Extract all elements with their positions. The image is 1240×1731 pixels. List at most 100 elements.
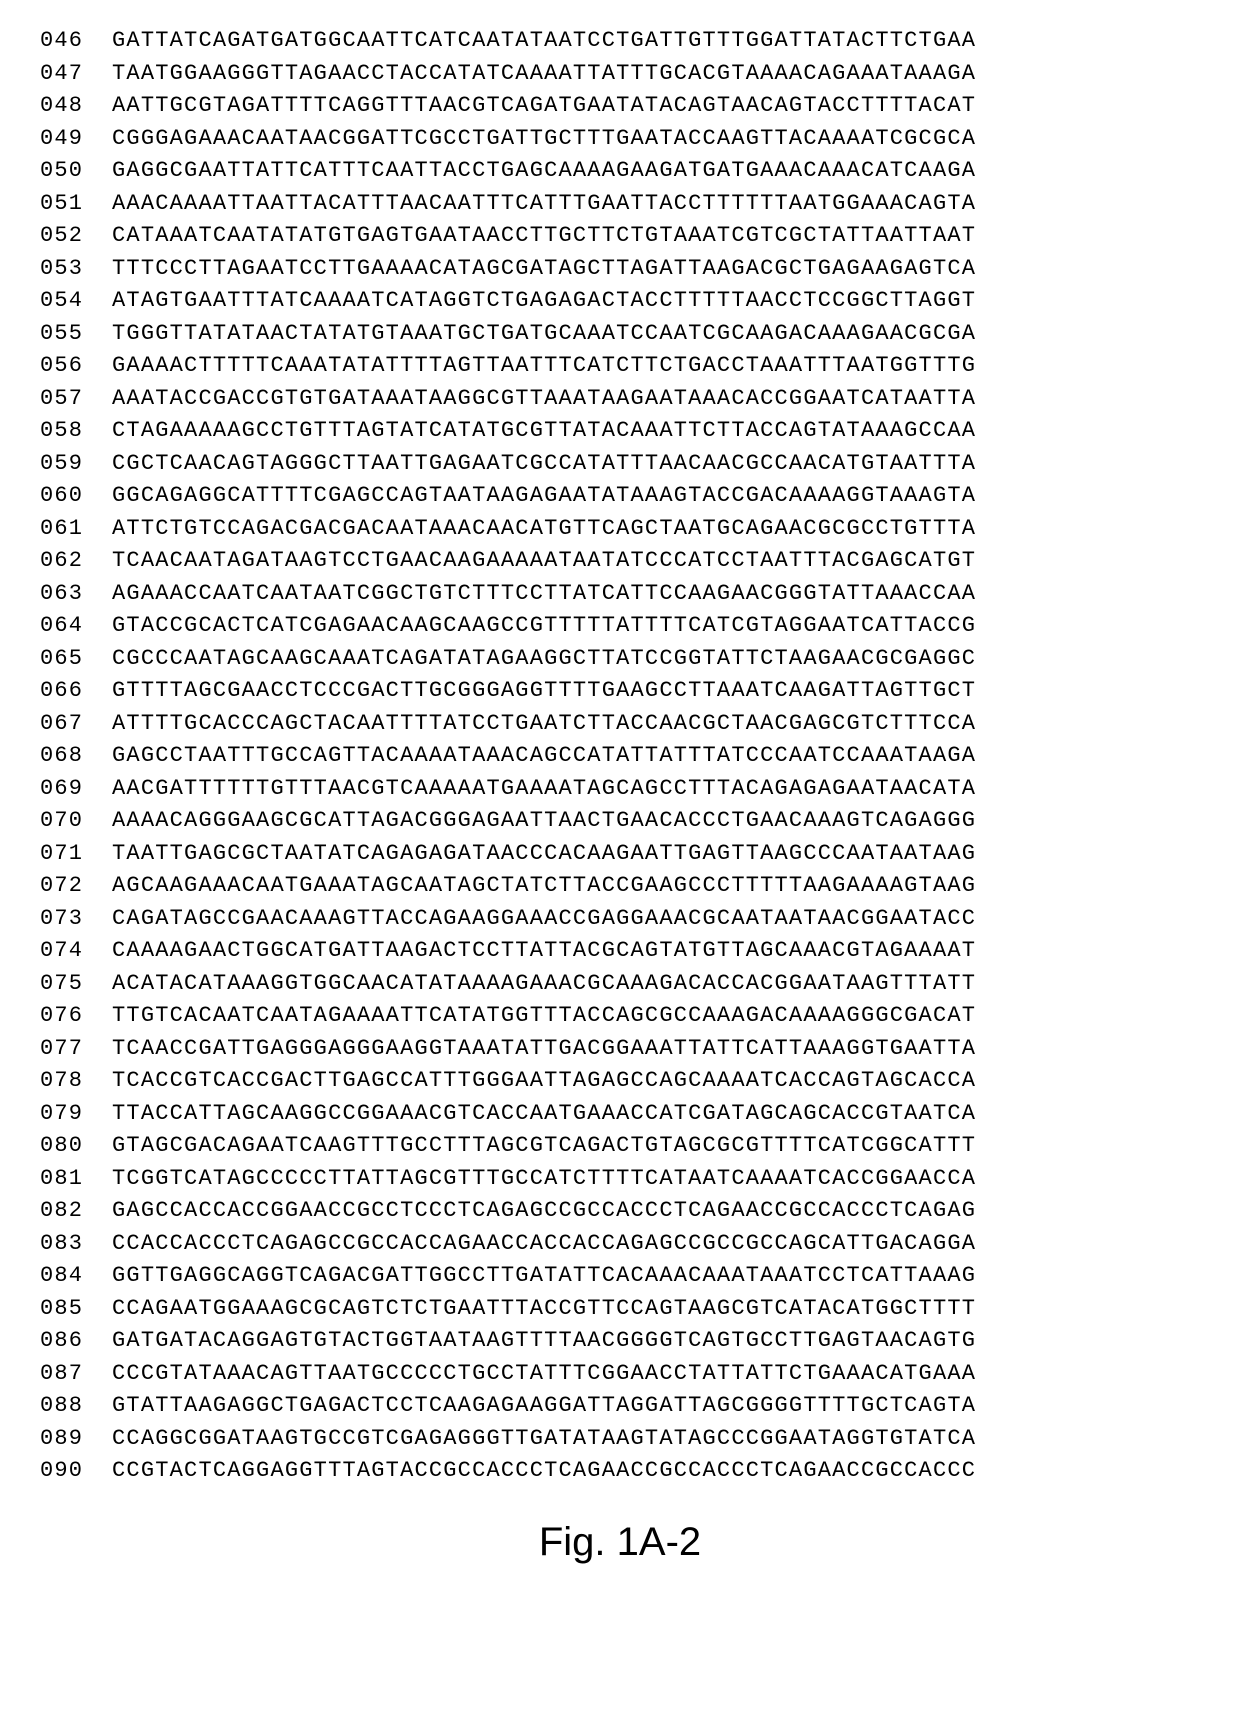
row-index: 080 <box>40 1133 83 1158</box>
sequence-row: 061 ATTCTGTCCAGACGACGACAATAAACAACATGTTCA… <box>40 518 1200 540</box>
row-sequence: CAAAAGAACTGGCATGATTAAGACTCCTTATTACGCAGTA… <box>112 938 976 963</box>
sequence-row: 088 GTATTAAGAGGCTGAGACTCCTCAAGAGAAGGATTA… <box>40 1395 1200 1417</box>
row-sequence: TTACCATTAGCAAGGCCGGAAACGTCACCAATGAAACCAT… <box>112 1101 976 1126</box>
row-index: 069 <box>40 776 83 801</box>
row-sequence: CCAGAATGGAAAGCGCAGTCTCTGAATTTACCGTTCCAGT… <box>112 1296 976 1321</box>
sequence-row: 079 TTACCATTAGCAAGGCCGGAAACGTCACCAATGAAA… <box>40 1103 1200 1125</box>
row-sequence: AAACAAAATTAATTACATTTAACAATTTCATTTGAATTAC… <box>112 191 976 216</box>
row-index: 056 <box>40 353 83 378</box>
row-sequence: TGGGTTATATAACTATATGTAAATGCTGATGCAAATCCAA… <box>112 321 976 346</box>
row-sequence: CATAAATCAATATATGTGAGTGAATAACCTTGCTTCTGTA… <box>112 223 976 248</box>
sequence-row: 080 GTAGCGACAGAATCAAGTTTGCCTTTAGCGTCAGAC… <box>40 1135 1200 1157</box>
sequence-row: 067 ATTTTGCACCCAGCTACAATTTTATCCTGAATCTTA… <box>40 713 1200 735</box>
row-index: 083 <box>40 1231 83 1256</box>
row-index: 067 <box>40 711 83 736</box>
row-index: 075 <box>40 971 83 996</box>
row-sequence: ACATACATAAAGGTGGCAACATATAAAAGAAACGCAAAGA… <box>112 971 976 996</box>
row-sequence: GAAAACTTTTTCAAATATATTTTAGTTAATTTCATCTTCT… <box>112 353 976 378</box>
row-index: 077 <box>40 1036 83 1061</box>
sequence-row: 074 CAAAAGAACTGGCATGATTAAGACTCCTTATTACGC… <box>40 940 1200 962</box>
row-index: 078 <box>40 1068 83 1093</box>
row-sequence: AGCAAGAAACAATGAAATAGCAATAGCTATCTTACCGAAG… <box>112 873 976 898</box>
row-sequence: GTAGCGACAGAATCAAGTTTGCCTTTAGCGTCAGACTGTA… <box>112 1133 976 1158</box>
row-sequence: TAATTGAGCGCTAATATCAGAGAGATAACCCACAAGAATT… <box>112 841 976 866</box>
figure-caption: Fig. 1A-2 <box>40 1522 1200 1562</box>
row-sequence: TAATGGAAGGGTTAGAACCTACCATATCAAAATTATTTGC… <box>112 61 976 86</box>
row-sequence: AATTGCGTAGATTTTCAGGTTTAACGTCAGATGAATATAC… <box>112 93 976 118</box>
row-sequence: GTACCGCACTCATCGAGAACAAGCAAGCCGTTTTTATTTT… <box>112 613 976 638</box>
sequence-row: 059 CGCTCAACAGTAGGGCTTAATTGAGAATCGCCATAT… <box>40 453 1200 475</box>
sequence-listing: 046 GATTATCAGATGATGGCAATTCATCAATATAATCCT… <box>40 30 1200 1482</box>
row-index: 076 <box>40 1003 83 1028</box>
row-sequence: GATGATACAGGAGTGTACTGGTAATAAGTTTTAACGGGGT… <box>112 1328 976 1353</box>
sequence-row: 083 CCACCACCCTCAGAGCCGCCACCAGAACCACCACCA… <box>40 1233 1200 1255</box>
row-index: 051 <box>40 191 83 216</box>
sequence-row: 084 GGTTGAGGCAGGTCAGACGATTGGCCTTGATATTCA… <box>40 1265 1200 1287</box>
row-sequence: GAGGCGAATTATTCATTTCAATTACCTGAGCAAAAGAAGA… <box>112 158 976 183</box>
sequence-row: 050 GAGGCGAATTATTCATTTCAATTACCTGAGCAAAAG… <box>40 160 1200 182</box>
row-index: 064 <box>40 613 83 638</box>
sequence-row: 060 GGCAGAGGCATTTTCGAGCCAGTAATAAGAGAATAT… <box>40 485 1200 507</box>
row-index: 061 <box>40 516 83 541</box>
row-sequence: TCAACCGATTGAGGGAGGGAAGGTAAATATTGACGGAAAT… <box>112 1036 976 1061</box>
sequence-row: 048 AATTGCGTAGATTTTCAGGTTTAACGTCAGATGAAT… <box>40 95 1200 117</box>
sequence-row: 051 AAACAAAATTAATTACATTTAACAATTTCATTTGAA… <box>40 193 1200 215</box>
row-sequence: TTGTCACAATCAATAGAAAATTCATATGGTTTACCAGCGC… <box>112 1003 976 1028</box>
row-index: 081 <box>40 1166 83 1191</box>
row-sequence: TCACCGTCACCGACTTGAGCCATTTGGGAATTAGAGCCAG… <box>112 1068 976 1093</box>
row-sequence: CGCCCAATAGCAAGCAAATCAGATATAGAAGGCTTATCCG… <box>112 646 976 671</box>
sequence-row: 062 TCAACAATAGATAAGTCCTGAACAAGAAAAATAATA… <box>40 550 1200 572</box>
sequence-row: 087 CCCGTATAAACAGTTAATGCCCCCTGCCTATTTCGG… <box>40 1363 1200 1385</box>
sequence-row: 081 TCGGTCATAGCCCCCTTATTAGCGTTTGCCATCTTT… <box>40 1168 1200 1190</box>
row-sequence: GATTATCAGATGATGGCAATTCATCAATATAATCCTGATT… <box>112 28 976 53</box>
sequence-row: 049 CGGGAGAAACAATAACGGATTCGCCTGATTGCTTTG… <box>40 128 1200 150</box>
row-index: 057 <box>40 386 83 411</box>
row-index: 060 <box>40 483 83 508</box>
row-index: 050 <box>40 158 83 183</box>
row-index: 065 <box>40 646 83 671</box>
sequence-row: 090 CCGTACTCAGGAGGTTTAGTACCGCCACCCTCAGAA… <box>40 1460 1200 1482</box>
sequence-row: 057 AAATACCGACCGTGTGATAAATAAGGCGTTAAATAA… <box>40 388 1200 410</box>
row-index: 059 <box>40 451 83 476</box>
sequence-row: 073 CAGATAGCCGAACAAAGTTACCAGAAGGAAACCGAG… <box>40 908 1200 930</box>
row-sequence: TTTCCCTTAGAATCCTTGAAAACATAGCGATAGCTTAGAT… <box>112 256 976 281</box>
sequence-row: 078 TCACCGTCACCGACTTGAGCCATTTGGGAATTAGAG… <box>40 1070 1200 1092</box>
row-sequence: ATTCTGTCCAGACGACGACAATAAACAACATGTTCAGCTA… <box>112 516 976 541</box>
row-index: 052 <box>40 223 83 248</box>
sequence-row: 063 AGAAACCAATCAATAATCGGCTGTCTTTCCTTATCA… <box>40 583 1200 605</box>
row-index: 063 <box>40 581 83 606</box>
row-sequence: CTAGAAAAAGCCTGTTTAGTATCATATGCGTTATACAAAT… <box>112 418 976 443</box>
sequence-row: 077 TCAACCGATTGAGGGAGGGAAGGTAAATATTGACGG… <box>40 1038 1200 1060</box>
row-sequence: CGCTCAACAGTAGGGCTTAATTGAGAATCGCCATATTTAA… <box>112 451 976 476</box>
row-index: 074 <box>40 938 83 963</box>
row-index: 049 <box>40 126 83 151</box>
row-index: 082 <box>40 1198 83 1223</box>
sequence-row: 053 TTTCCCTTAGAATCCTTGAAAACATAGCGATAGCTT… <box>40 258 1200 280</box>
sequence-row: 075 ACATACATAAAGGTGGCAACATATAAAAGAAACGCA… <box>40 973 1200 995</box>
sequence-row: 056 GAAAACTTTTTCAAATATATTTTAGTTAATTTCATC… <box>40 355 1200 377</box>
row-sequence: AAATACCGACCGTGTGATAAATAAGGCGTTAAATAAGAAT… <box>112 386 976 411</box>
row-index: 073 <box>40 906 83 931</box>
row-sequence: CGGGAGAAACAATAACGGATTCGCCTGATTGCTTTGAATA… <box>112 126 976 151</box>
row-sequence: GAGCCACCACCGGAACCGCCTCCCTCAGAGCCGCCACCCT… <box>112 1198 976 1223</box>
row-index: 055 <box>40 321 83 346</box>
sequence-row: 054 ATAGTGAATTTATCAAAATCATAGGTCTGAGAGACT… <box>40 290 1200 312</box>
row-index: 085 <box>40 1296 83 1321</box>
row-sequence: CCGTACTCAGGAGGTTTAGTACCGCCACCCTCAGAACCGC… <box>112 1458 976 1483</box>
row-index: 058 <box>40 418 83 443</box>
row-sequence: ATTTTGCACCCAGCTACAATTTTATCCTGAATCTTACCAA… <box>112 711 976 736</box>
row-sequence: CCACCACCCTCAGAGCCGCCACCAGAACCACCACCAGAGC… <box>112 1231 976 1256</box>
sequence-row: 076 TTGTCACAATCAATAGAAAATTCATATGGTTTACCA… <box>40 1005 1200 1027</box>
row-index: 048 <box>40 93 83 118</box>
row-sequence: GTTTTAGCGAACCTCCCGACTTGCGGGAGGTTTTGAAGCC… <box>112 678 976 703</box>
row-sequence: TCAACAATAGATAAGTCCTGAACAAGAAAAATAATATCCC… <box>112 548 976 573</box>
sequence-row: 047 TAATGGAAGGGTTAGAACCTACCATATCAAAATTAT… <box>40 63 1200 85</box>
row-index: 089 <box>40 1426 83 1451</box>
row-sequence: GGTTGAGGCAGGTCAGACGATTGGCCTTGATATTCACAAA… <box>112 1263 976 1288</box>
row-index: 066 <box>40 678 83 703</box>
row-index: 046 <box>40 28 83 53</box>
row-index: 054 <box>40 288 83 313</box>
row-index: 079 <box>40 1101 83 1126</box>
row-index: 062 <box>40 548 83 573</box>
sequence-row: 086 GATGATACAGGAGTGTACTGGTAATAAGTTTTAACG… <box>40 1330 1200 1352</box>
